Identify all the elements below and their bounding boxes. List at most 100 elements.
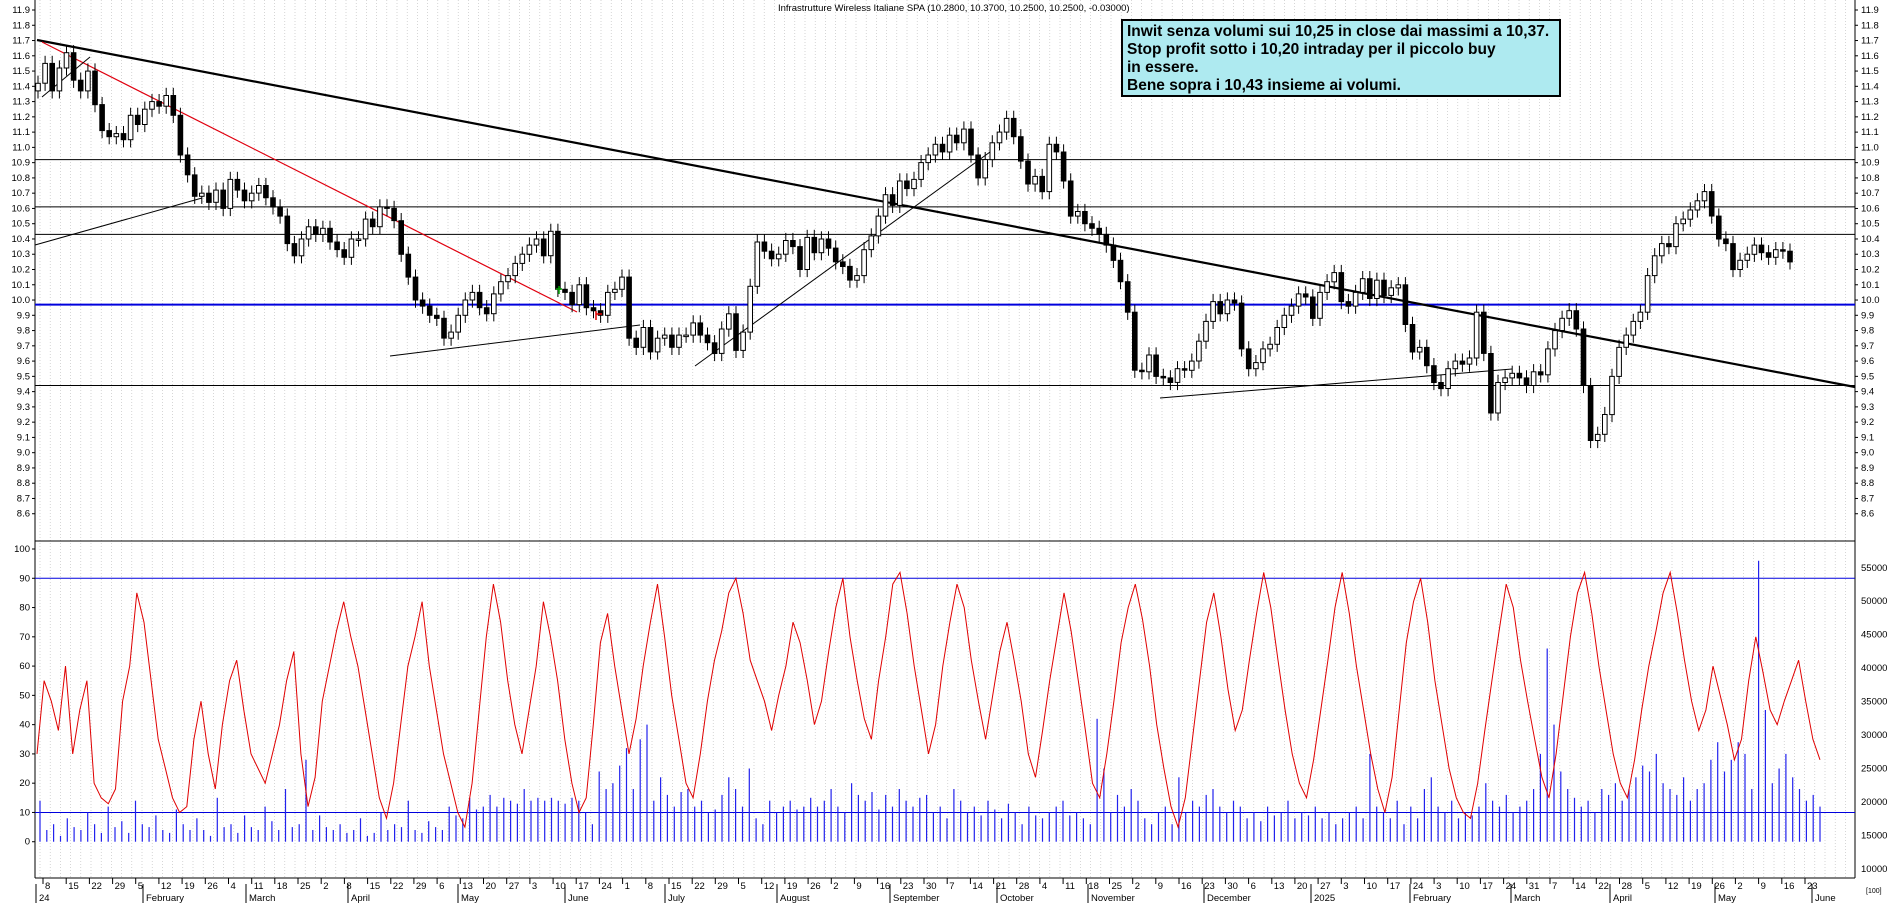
- candle-body: [740, 331, 746, 351]
- candle-body: [483, 307, 490, 315]
- candle-body: [142, 108, 148, 125]
- x-tick-label: 22: [1598, 881, 1609, 892]
- candle-body: [1238, 302, 1245, 350]
- annotation-line-3: in essere.: [1127, 59, 1199, 76]
- candle-body: [1787, 250, 1793, 263]
- candle-body: [313, 226, 319, 235]
- candle-body: [1359, 278, 1366, 293]
- candle-body: [868, 235, 875, 251]
- candle-body: [455, 314, 461, 333]
- candle-body: [1260, 348, 1266, 364]
- candle-body: [1744, 253, 1751, 261]
- candle-body: [775, 253, 782, 260]
- candle-body: [284, 215, 291, 245]
- annotation-line-1: Inwit senza volumi sui 10,25 in close da…: [1127, 23, 1550, 40]
- candle-body: [1687, 209, 1694, 220]
- vertical-gridlines: [39, 0, 1846, 878]
- candle-body: [206, 192, 212, 203]
- candle-body: [106, 130, 113, 138]
- x-tick-label: 13: [1274, 881, 1285, 892]
- candle-body: [398, 220, 404, 255]
- candle-body: [320, 227, 326, 235]
- candle-body: [633, 337, 640, 348]
- candle-body: [1616, 346, 1622, 377]
- price-tick-label: 11.3: [12, 97, 30, 108]
- candle-body: [505, 275, 511, 283]
- candle-body: [897, 180, 903, 206]
- candle-body: [113, 133, 120, 138]
- price-tick-label: 8.9: [17, 463, 30, 474]
- candle-body: [982, 159, 989, 179]
- price-tick-label: 11.0: [1861, 142, 1879, 153]
- month-label: March: [1514, 893, 1540, 903]
- candle-body: [1075, 211, 1081, 217]
- candle-body: [1231, 299, 1238, 304]
- price-tick-label: 10.4: [1861, 234, 1880, 245]
- candle-body: [1103, 233, 1110, 246]
- candle-body: [576, 284, 583, 306]
- price-tick-label: 9.4: [1861, 387, 1874, 398]
- candle-body: [533, 238, 540, 246]
- candle-body: [1210, 301, 1216, 322]
- candle-body: [1160, 375, 1167, 379]
- x-tick-label: 27: [509, 881, 520, 892]
- month-label: August: [780, 893, 810, 903]
- price-panel: 8.6 8.6 8.7 8.7 8.8 8.8 8.9 8.9 9.0 9.0 9.1 9.1 9.2 9…: [12, 0, 1880, 542]
- price-tick-label: 11.2: [1861, 112, 1879, 123]
- x-tick-label: 2: [1135, 881, 1140, 892]
- candle-body: [134, 114, 141, 126]
- x-tick-label: 23: [903, 881, 914, 892]
- x-tick-label: 3: [532, 881, 537, 892]
- x-tick-label: 15: [671, 881, 682, 892]
- price-tick-label: 11.9: [1861, 5, 1879, 16]
- month-label: May: [461, 893, 479, 903]
- x-tick-label: 7: [949, 881, 954, 892]
- candle-body: [1438, 382, 1444, 390]
- candle-body: [498, 281, 504, 295]
- candle-body: [1181, 368, 1188, 371]
- osc-tick-label: 20: [19, 778, 30, 789]
- price-tick-label: 11.1: [1861, 127, 1879, 138]
- price-tick-label: 11.4: [1861, 81, 1879, 92]
- candle-body: [1395, 284, 1402, 289]
- candle-body: [1737, 259, 1743, 270]
- candle-body: [99, 104, 105, 132]
- price-tick-label: 10.7: [12, 188, 31, 199]
- candle-body: [1096, 227, 1103, 235]
- candle-body: [1580, 328, 1587, 386]
- candle-body: [1082, 211, 1088, 225]
- candle-body: [548, 230, 554, 257]
- candle-body: [1694, 200, 1701, 211]
- candle-body: [811, 236, 818, 254]
- candle-body: [1402, 284, 1409, 325]
- candle-body: [1516, 372, 1523, 379]
- x-tick-label: 17: [578, 881, 589, 892]
- month-label: June: [568, 893, 589, 903]
- red-downtrend-line: [41, 41, 578, 313]
- candle-body: [1416, 346, 1423, 353]
- price-tick-label: 11.2: [12, 112, 30, 123]
- candle-body: [1602, 414, 1608, 435]
- candle-body: [1374, 279, 1380, 300]
- x-tick-label: 29: [115, 881, 126, 892]
- candle-body: [925, 154, 932, 164]
- candle-body: [1495, 382, 1501, 414]
- candle-body: [583, 284, 590, 309]
- candle-body: [1701, 191, 1708, 202]
- candle-body: [1666, 243, 1672, 248]
- x-tick-label: 4: [1042, 881, 1047, 892]
- candle-body: [263, 185, 269, 199]
- candle-body: [348, 238, 355, 258]
- candle-body: [1196, 340, 1202, 362]
- x-tick-label: 31: [1529, 881, 1540, 892]
- x-tick-label: 9: [856, 881, 861, 892]
- candle-body: [1559, 317, 1565, 331]
- candle-body: [733, 313, 739, 351]
- candle-body: [1025, 160, 1031, 185]
- price-tick-label: 9.6: [1861, 356, 1874, 367]
- candle-body: [626, 276, 632, 339]
- candle-body: [1253, 362, 1259, 370]
- candle-body: [42, 62, 48, 84]
- oscillator-panel: 0102030405060708090100100001500020000250…: [14, 541, 1887, 895]
- annotation-box: Inwit senza volumi sui 10,25 in close da…: [1121, 19, 1561, 97]
